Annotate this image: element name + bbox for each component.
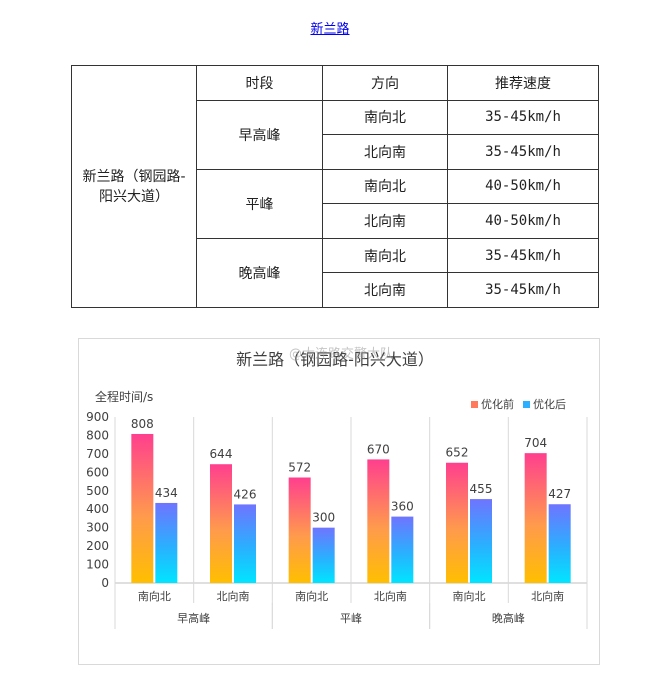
y-tick-label: 300 [86, 521, 109, 535]
data-label: 434 [155, 486, 178, 500]
direction-cell: 北向南 [322, 203, 448, 239]
bar-after [548, 504, 571, 583]
bar-before [446, 462, 468, 583]
y-tick-label: 600 [86, 465, 109, 479]
header-speed: 推荐速度 [447, 65, 599, 101]
chart-legend: 优化前 优化后 [471, 397, 566, 411]
period-cell: 早高峰 [196, 99, 323, 170]
bar-after [391, 516, 414, 583]
speed-cell: 35-45km/h [447, 237, 599, 274]
data-label: 644 [210, 447, 233, 461]
y-tick-label: 900 [86, 410, 109, 424]
data-label: 808 [131, 417, 154, 431]
chart-axes: 0 100 200 300 400 500 600 700 800 900 南向北 北向南 南向北 北向南… [86, 410, 588, 629]
bar-chart: 新兰路（钢园路-阳兴大道） 全程时间/s 优化前 优化后 0 100 200 300 40… [86, 350, 588, 629]
bar-before [288, 477, 311, 583]
bar-before [524, 453, 547, 583]
direction-cell: 北向南 [322, 272, 448, 308]
bar-after [312, 527, 335, 583]
speed-table: 新兰路（钢园路- 阳兴大道） 时段 方向 推荐速度 早高峰 南向北 35-45k… [71, 65, 599, 309]
data-label: 572 [288, 460, 311, 474]
watermark-text: @大连路交警大队 [289, 347, 394, 362]
x-tick-label: 南向北 [138, 589, 171, 603]
data-label: 652 [446, 446, 469, 460]
y-tick-label: 0 [101, 576, 109, 590]
data-label: 427 [548, 487, 571, 501]
chart-container: 新兰路（钢园路-阳兴大道） 全程时间/s 优化前 优化后 0 100 200 300 40… [78, 338, 600, 665]
bar-after [234, 504, 256, 583]
chart-bars: 808 644 572 670 652 704 434 426 300 360 455 427 [131, 417, 571, 583]
header-direction: 方向 [322, 65, 448, 101]
group-label: 平峰 [340, 612, 362, 625]
bar-after [155, 502, 178, 583]
data-label: 426 [234, 487, 257, 501]
group-label: 早高峰 [177, 611, 210, 625]
y-axis-label: 全程时间/s [95, 389, 153, 404]
y-tick-label: 400 [86, 502, 109, 516]
legend-label: 优化前 [481, 397, 514, 411]
bar-before [210, 464, 232, 583]
data-label: 670 [367, 442, 390, 456]
y-tick-label: 800 [86, 428, 109, 442]
data-label: 360 [391, 500, 414, 514]
direction-cell: 北向南 [322, 134, 448, 170]
road-name-cell: 新兰路（钢园路- 阳兴大道） [71, 65, 197, 308]
speed-cell: 35-45km/h [447, 272, 599, 308]
bar-before [131, 433, 154, 583]
x-tick-label: 北向南 [374, 589, 407, 603]
header-period: 时段 [196, 65, 323, 101]
legend-label: 优化后 [533, 397, 566, 411]
y-tick-label: 100 [86, 558, 109, 572]
road-name-line-1: 新兰路（钢园路- [82, 168, 186, 185]
bar-after [470, 499, 492, 583]
y-tick-label: 500 [86, 484, 109, 498]
legend-swatch [523, 401, 530, 408]
y-tick-label: 200 [86, 539, 109, 553]
speed-cell: 35-45km/h [447, 134, 599, 170]
road-name-line-2: 阳兴大道） [99, 188, 169, 205]
data-label: 300 [312, 511, 335, 525]
legend-swatch [471, 401, 478, 408]
speed-cell: 40-50km/h [447, 168, 599, 205]
data-label: 704 [524, 436, 547, 450]
bar-before [367, 459, 390, 583]
data-label: 455 [470, 482, 493, 496]
speed-cell: 40-50km/h [447, 203, 599, 239]
period-cell: 平峰 [196, 168, 323, 239]
group-label: 晚高峰 [492, 611, 525, 625]
chart-title: 新兰路（钢园路-阳兴大道） [236, 350, 434, 369]
x-tick-label: 北向南 [217, 589, 250, 603]
direction-cell: 南向北 [322, 237, 448, 274]
x-tick-label: 北向南 [531, 589, 564, 603]
y-tick-label: 700 [86, 447, 109, 461]
x-tick-label: 南向北 [295, 589, 328, 603]
direction-cell: 南向北 [322, 99, 448, 136]
page-link-title[interactable]: 新兰路 [310, 22, 350, 37]
direction-cell: 南向北 [322, 168, 448, 205]
x-tick-label: 南向北 [453, 589, 486, 603]
period-cell: 晚高峰 [196, 237, 323, 309]
speed-cell: 35-45km/h [447, 99, 599, 136]
